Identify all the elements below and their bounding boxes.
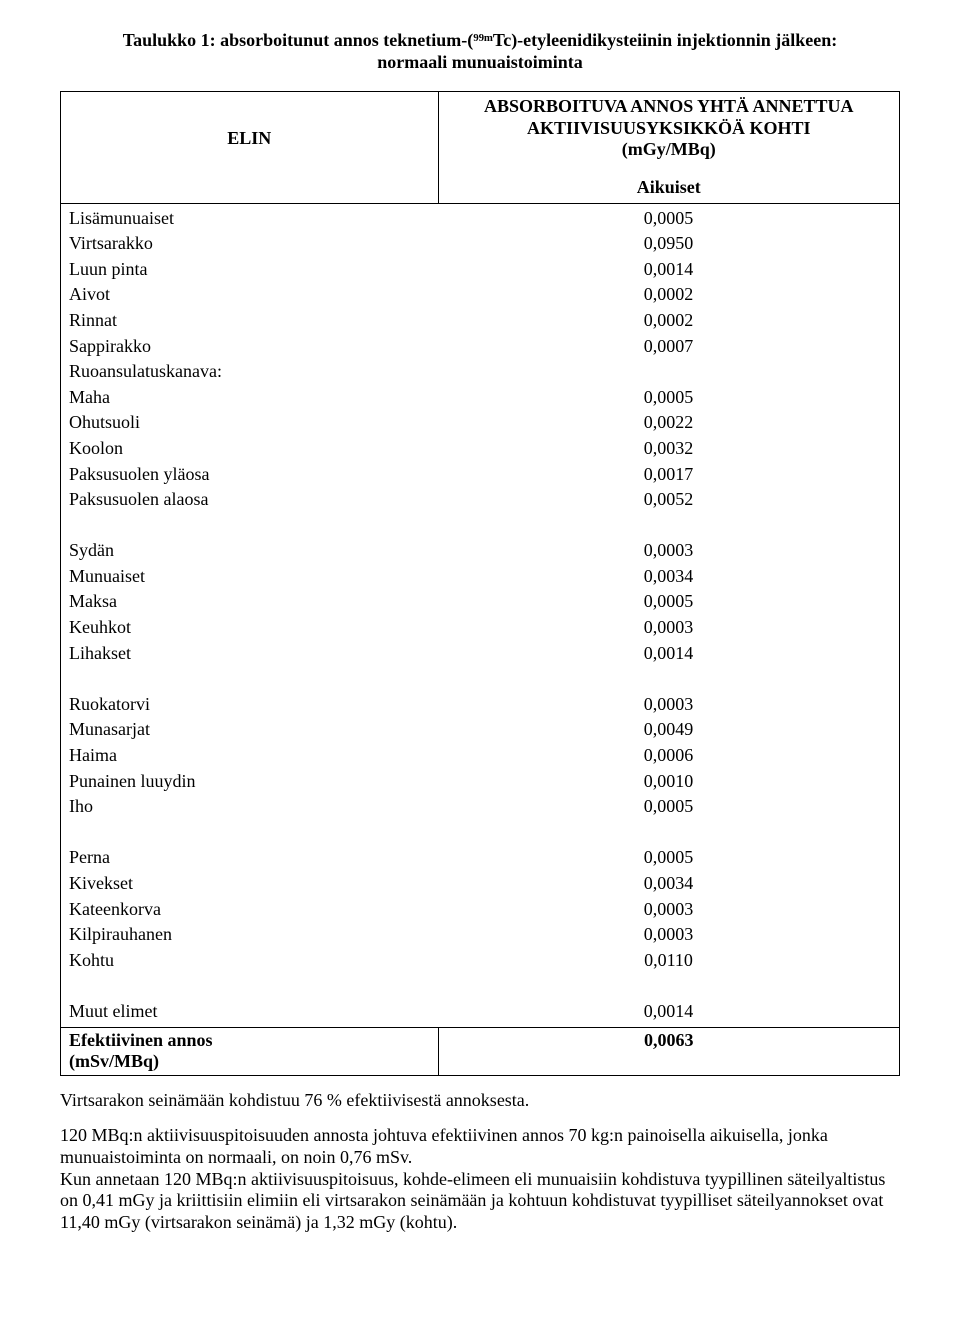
organ-value: 0,0022 — [446, 410, 891, 436]
eff-label-1: Efektiivinen annos — [69, 1030, 213, 1050]
dose-table: ELIN ABSORBOITUVA ANNOS YHTÄ ANNETTUA AK… — [60, 91, 900, 1076]
table-title: Taulukko 1: absorboitunut annos teknetiu… — [60, 30, 900, 73]
organ-label: Maha — [69, 385, 430, 411]
group-spacer — [446, 973, 891, 999]
group-spacer — [69, 666, 430, 692]
effective-row: Efektiivinen annos (mSv/MBq) 0,0063 — [61, 1027, 900, 1075]
organ-label: Virtsarakko — [69, 231, 430, 257]
organ-label: Aivot — [69, 282, 430, 308]
organ-value — [446, 359, 891, 385]
organ-label: Ruokatorvi — [69, 692, 430, 718]
organ-label: Kohtu — [69, 948, 430, 974]
organ-value: 0,0005 — [446, 589, 891, 615]
organ-value: 0,0017 — [446, 462, 891, 488]
organ-label: Sappirakko — [69, 334, 430, 360]
eff-value: 0,0063 — [644, 1030, 694, 1050]
organ-value: 0,0950 — [446, 231, 891, 257]
header-right-line3: (mGy/MBq) — [622, 139, 716, 159]
organ-label: Munuaiset — [69, 564, 430, 590]
group-spacer — [446, 666, 891, 692]
organ-value: 0,0005 — [446, 206, 891, 232]
paragraph-1: Virtsarakon seinämään kohdistuu 76 % efe… — [60, 1090, 900, 1112]
organ-label: Lihakset — [69, 641, 430, 667]
organ-label: Iho — [69, 794, 430, 820]
organ-label: Muut elimet — [69, 999, 430, 1025]
organ-value: 0,0014 — [446, 999, 891, 1025]
organ-value: 0,0002 — [446, 308, 891, 334]
organ-value: 0,0005 — [446, 385, 891, 411]
organ-value: 0,0006 — [446, 743, 891, 769]
organ-value: 0,0005 — [446, 845, 891, 871]
organ-label: Munasarjat — [69, 717, 430, 743]
paragraph-3: Kun annetaan 120 MBq:n aktiivisuuspitois… — [60, 1169, 885, 1232]
organ-label: Ohutsuoli — [69, 410, 430, 436]
header-right-line1: ABSORBOITUVA ANNOS YHTÄ ANNETTUA — [484, 96, 854, 116]
organ-label: Sydän — [69, 538, 430, 564]
organ-label: Ruoansulatuskanava: — [69, 359, 430, 385]
organ-value: 0,0005 — [446, 794, 891, 820]
organ-label: Paksusuolen yläosa — [69, 462, 430, 488]
group-spacer — [446, 513, 891, 539]
organ-value: 0,0014 — [446, 641, 891, 667]
organ-value: 0,0052 — [446, 487, 891, 513]
effective-label-cell: Efektiivinen annos (mSv/MBq) — [61, 1027, 439, 1075]
effective-value-cell: 0,0063 — [438, 1027, 899, 1075]
organ-label: Keuhkot — [69, 615, 430, 641]
group-spacer — [69, 820, 430, 846]
table-body-row: LisämunuaisetVirtsarakkoLuun pintaAivotR… — [61, 203, 900, 1027]
paragraph-2: 120 MBq:n aktiivisuuspitoisuuden annosta… — [60, 1125, 828, 1167]
organ-value: 0,0110 — [446, 948, 891, 974]
values-cell: 0,00050,09500,00140,00020,00020,0007 0,0… — [438, 203, 899, 1027]
organ-value: 0,0034 — [446, 564, 891, 590]
group-spacer — [69, 973, 430, 999]
header-left-text: ELIN — [227, 128, 271, 148]
title-line-1: Taulukko 1: absorboitunut annos teknetiu… — [123, 30, 837, 50]
organ-label: Paksusuolen alaosa — [69, 487, 430, 513]
group-spacer — [69, 513, 430, 539]
organ-label: Kilpirauhanen — [69, 922, 430, 948]
organ-value: 0,0003 — [446, 538, 891, 564]
organ-value: 0,0014 — [446, 257, 891, 283]
organ-label: Kateenkorva — [69, 897, 430, 923]
organ-label: Kivekset — [69, 871, 430, 897]
organ-label: Haima — [69, 743, 430, 769]
body-text: Virtsarakon seinämään kohdistuu 76 % efe… — [60, 1090, 900, 1234]
title-line-2: normaali munuaistoiminta — [377, 52, 583, 72]
organ-value: 0,0003 — [446, 897, 891, 923]
organ-label: Maksa — [69, 589, 430, 615]
header-right-sub: Aikuiset — [637, 177, 701, 197]
organ-value: 0,0002 — [446, 282, 891, 308]
organ-value: 0,0034 — [446, 871, 891, 897]
eff-label-2: (mSv/MBq) — [69, 1051, 159, 1071]
organ-value: 0,0010 — [446, 769, 891, 795]
organ-label: Lisämunuaiset — [69, 206, 430, 232]
group-spacer — [446, 820, 891, 846]
header-right-line2: AKTIIVISUUSYKSIKKÖÄ KOHTI — [527, 118, 811, 138]
organ-value: 0,0049 — [446, 717, 891, 743]
labels-cell: LisämunuaisetVirtsarakkoLuun pintaAivotR… — [61, 203, 439, 1027]
header-left: ELIN — [61, 92, 439, 203]
organ-value: 0,0032 — [446, 436, 891, 462]
organ-value: 0,0003 — [446, 692, 891, 718]
header-right: ABSORBOITUVA ANNOS YHTÄ ANNETTUA AKTIIVI… — [438, 92, 899, 203]
table-header-row: ELIN ABSORBOITUVA ANNOS YHTÄ ANNETTUA AK… — [61, 92, 900, 203]
organ-label: Perna — [69, 845, 430, 871]
organ-value: 0,0003 — [446, 615, 891, 641]
organ-label: Punainen luuydin — [69, 769, 430, 795]
organ-value: 0,0003 — [446, 922, 891, 948]
organ-label: Luun pinta — [69, 257, 430, 283]
organ-value: 0,0007 — [446, 334, 891, 360]
organ-label: Koolon — [69, 436, 430, 462]
organ-label: Rinnat — [69, 308, 430, 334]
